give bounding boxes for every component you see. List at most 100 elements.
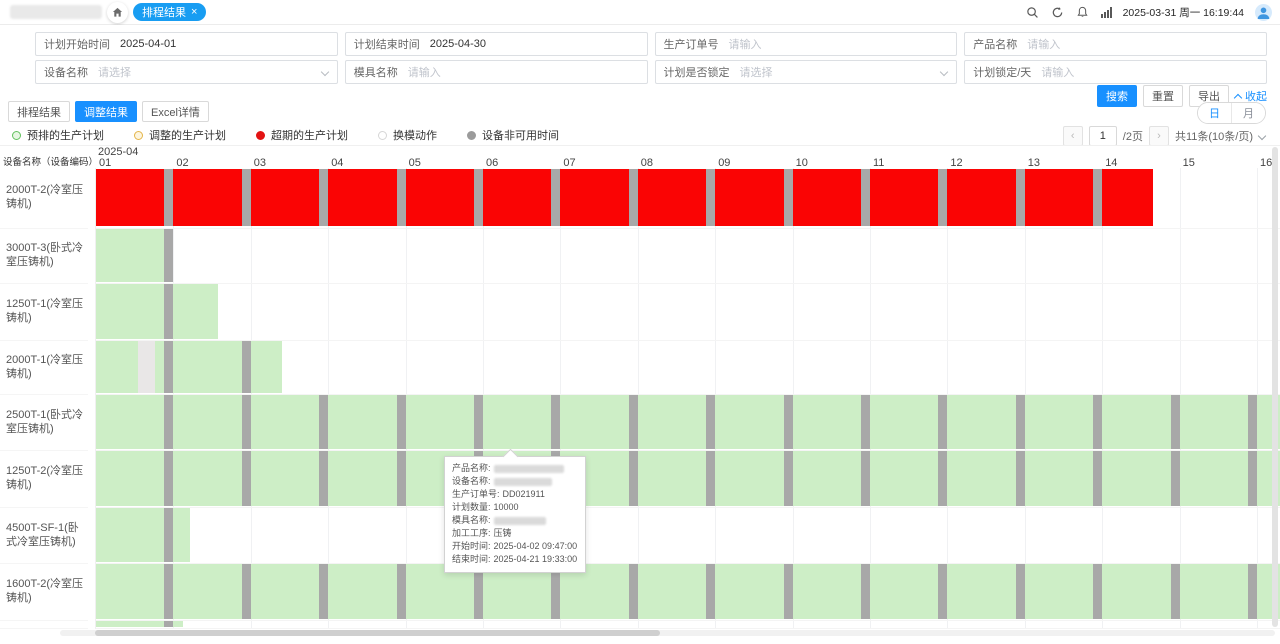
field-label: 计划开始时间 <box>44 39 110 51</box>
gantt-bar-lightgray[interactable] <box>137 341 155 393</box>
filter-mold-name[interactable]: 模具名称 请输入 <box>344 60 648 84</box>
tab-adjust-results[interactable]: 调整结果 <box>75 101 137 122</box>
changeover-strip <box>861 169 870 226</box>
prev-page-button[interactable]: ‹ <box>1062 126 1083 146</box>
view-day-button[interactable]: 日 <box>1198 103 1231 123</box>
changeover-strip <box>164 564 174 619</box>
equipment-label: 1250T-1(冷室压铸机) <box>0 284 88 341</box>
gantt-row <box>0 508 1280 564</box>
chevron-down-icon <box>1259 133 1266 140</box>
changeover-strip <box>628 564 638 619</box>
tab-close-icon[interactable]: × <box>191 5 198 18</box>
tooltip-label: 加工工序: <box>452 528 491 539</box>
tooltip-value: DD021911 <box>502 489 545 500</box>
search-icon[interactable] <box>1026 5 1040 19</box>
page-number-input[interactable]: 1 <box>1088 126 1117 146</box>
changeover-strip <box>628 395 638 449</box>
day-label: 13 <box>1027 157 1041 169</box>
tab-label: 排程结果 <box>142 7 186 19</box>
day-label: 05 <box>408 157 421 169</box>
gantt-bar-green[interactable] <box>96 564 1280 619</box>
changeover-strip <box>164 451 174 506</box>
horizontal-scrollbar-thumb[interactable] <box>95 630 660 636</box>
tab-schedule-results[interactable]: 排程结果 <box>8 101 70 122</box>
day-label: 09 <box>718 157 731 169</box>
day-label: 12 <box>950 157 963 169</box>
changeover-strip <box>1093 169 1103 226</box>
gantt-bar-red[interactable] <box>96 169 1153 226</box>
legend-dot-overdue <box>256 130 265 140</box>
filter-plan-end-time[interactable]: 计划结束时间 2025-04-30 <box>344 32 648 56</box>
changeover-strip <box>1093 564 1103 619</box>
filter-plan-start-time[interactable]: 计划开始时间 2025-04-01 <box>35 32 338 56</box>
search-button[interactable]: 搜索 <box>1097 85 1137 107</box>
filter-plan-locked[interactable]: 计划是否锁定 请选择 <box>654 60 958 84</box>
changeover-strip <box>241 451 251 506</box>
next-page-button[interactable]: › <box>1148 126 1169 146</box>
legend-label: 设备非可用时间 <box>482 130 559 142</box>
legend-label: 换模动作 <box>393 130 437 142</box>
field-label: 计划结束时间 <box>353 39 420 51</box>
changeover-strip <box>396 169 406 226</box>
pagination-summary: 共11条(10条/页) <box>1174 131 1253 143</box>
filter-equipment-name[interactable]: 设备名称 请选择 <box>35 60 338 84</box>
legend: 预排的生产计划 调整的生产计划 超期的生产计划 换模动作 设备非可用时间 <box>12 127 559 143</box>
collapse-toggle[interactable]: 收起 <box>1235 88 1267 104</box>
tooltip-label: 计划数量: <box>452 502 491 513</box>
changeover-strip <box>241 395 251 449</box>
gantt-bar-green[interactable] <box>96 284 219 339</box>
filter-product-name[interactable]: 产品名称 请输入 <box>964 32 1267 56</box>
field-label: 产品名称 <box>973 39 1018 51</box>
tooltip-value: 2025-04-21 19:33:00 <box>493 554 578 565</box>
view-month-button[interactable]: 月 <box>1231 103 1265 123</box>
equipment-label: 2500T-1(卧式冷室压铸机) <box>0 395 88 451</box>
blurred-value <box>493 516 546 525</box>
legend-item-planned: 预排的生产计划 <box>12 127 104 143</box>
legend-label: 调整的生产计划 <box>149 130 226 142</box>
tab-excel-detail[interactable]: Excel详情 <box>142 101 209 122</box>
tooltip-label: 模具名称: <box>452 515 491 526</box>
user-avatar[interactable] <box>1255 3 1272 21</box>
changeover-strip <box>396 395 406 449</box>
gantt-bar-green[interactable] <box>96 621 184 627</box>
filter-production-order[interactable]: 生产订单号 请输入 <box>654 32 958 56</box>
home-button[interactable] <box>107 2 128 23</box>
changeover-strip <box>319 395 329 449</box>
changeover-strip <box>783 395 793 449</box>
day-label: 01 <box>99 157 112 169</box>
reset-button[interactable]: 重置 <box>1143 85 1183 107</box>
gantt-bar-green[interactable] <box>96 229 174 282</box>
day-label: 02 <box>176 157 189 169</box>
vertical-scrollbar[interactable] <box>1272 147 1278 627</box>
gantt-bar-green[interactable] <box>96 395 1280 449</box>
day-label: 06 <box>486 157 499 169</box>
notification-bell-icon[interactable] <box>1076 5 1090 19</box>
gantt-bar-green[interactable] <box>96 508 191 562</box>
changeover-strip <box>628 169 638 226</box>
filter-plan-lock-days[interactable]: 计划锁定/天 请输入 <box>964 60 1267 84</box>
changeover-strip <box>706 395 716 449</box>
legend-item-unavailable: 设备非可用时间 <box>467 127 559 143</box>
tooltip-label: 开始时间: <box>452 541 491 552</box>
chevron-up-icon <box>1235 93 1242 100</box>
field-label: 设备名称 <box>44 67 88 79</box>
changeover-strip <box>474 395 483 449</box>
legend-item-changeover: 换模动作 <box>378 127 437 143</box>
day-label: 08 <box>640 157 654 169</box>
changeover-strip <box>551 564 561 619</box>
refresh-icon[interactable] <box>1051 5 1065 19</box>
gantt-bar-green[interactable] <box>96 341 282 393</box>
changeover-strip <box>241 564 251 619</box>
gantt-bar-green[interactable] <box>96 451 1280 506</box>
changeover-strip <box>551 395 561 449</box>
equipment-label: 4500T-SF-1(卧式冷室压铸机) <box>0 508 88 564</box>
gantt-row <box>0 168 1280 229</box>
gantt-row <box>0 229 1280 284</box>
changeover-strip <box>783 564 793 619</box>
changeover-strip <box>474 169 483 226</box>
changeover-strip <box>1170 395 1180 449</box>
changeover-strip <box>241 169 251 226</box>
horizontal-scrollbar-track[interactable] <box>60 630 1275 636</box>
tab-schedule-result[interactable]: 排程结果 × <box>133 3 207 21</box>
field-value: 2025-04-30 <box>429 38 487 50</box>
